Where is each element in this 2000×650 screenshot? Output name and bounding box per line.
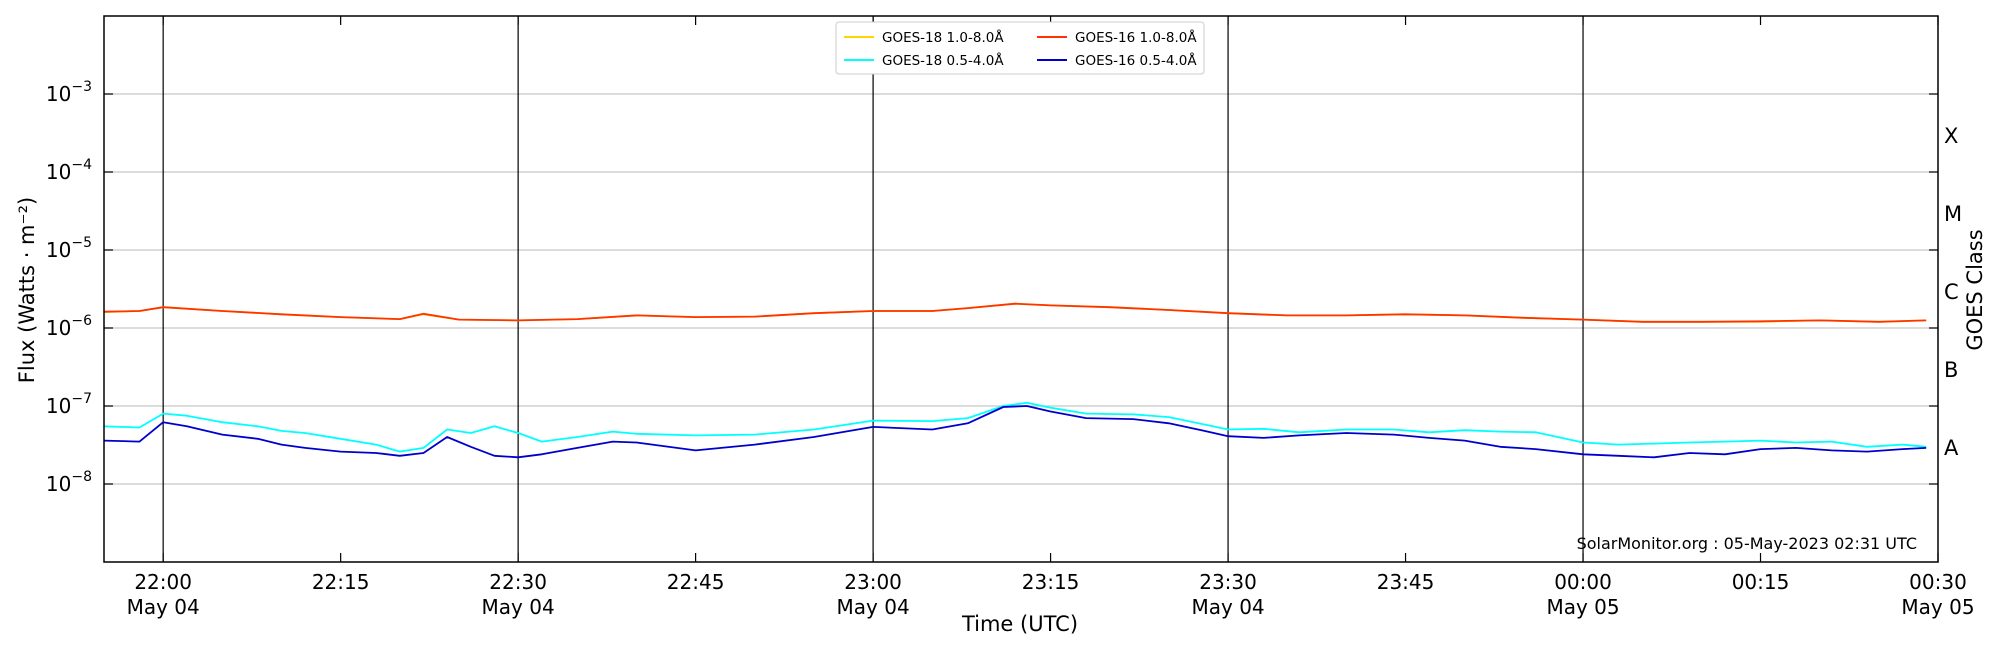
x-tick-label: 23:45 [1377, 570, 1435, 594]
y-tick-label-base: 10 [46, 238, 71, 262]
legend-label: GOES-18 1.0-8.0Å [882, 29, 1004, 46]
legend-label: GOES-16 1.0-8.0Å [1075, 29, 1197, 46]
y-axis-ticks: 10−810−710−610−510−410−3 [46, 79, 1938, 496]
x-tick-label: 22:45 [667, 570, 725, 594]
y-tick-label-exponent: −8 [71, 469, 92, 485]
y-axis-label-right: GOES Class [1963, 229, 1987, 350]
series-line [104, 405, 1927, 459]
y-tick-label-base: 10 [46, 472, 71, 496]
y-tick-label: 10−7 [46, 391, 92, 418]
y-tick-label-exponent: −3 [71, 79, 92, 95]
goes-class-label: B [1944, 358, 1958, 382]
x-tick-label: 00:15 [1732, 570, 1790, 594]
y-axis-label: Flux (Watts · m⁻²) [15, 197, 39, 383]
y-tick-label-exponent: −4 [71, 157, 92, 173]
x-tick-date-label: May 04 [127, 595, 200, 619]
x-tick-label: 22:30 [489, 570, 547, 594]
y-tick-label-base: 10 [46, 394, 71, 418]
goes-class-label: A [1944, 436, 1959, 460]
series-layer [104, 302, 1927, 459]
x-tick-label: 22:15 [312, 570, 370, 594]
y-tick-label-exponent: −6 [71, 313, 92, 329]
legend-label: GOES-16 0.5-4.0Å [1075, 52, 1197, 69]
x-tick-label: 22:00 [134, 570, 192, 594]
goes-class-label: X [1944, 124, 1958, 148]
x-tick-label: 23:30 [1199, 570, 1257, 594]
plot-frame [103, 15, 1939, 563]
grid-layer [104, 16, 1938, 562]
y-tick-label-base: 10 [46, 160, 71, 184]
x-axis-label: Time (UTC) [961, 612, 1078, 636]
x-tick-label: 00:30 [1909, 570, 1967, 594]
y-tick-label: 10−3 [46, 79, 92, 106]
y-tick-label-base: 10 [46, 316, 71, 340]
y-tick-label: 10−6 [46, 313, 92, 340]
y-tick-label-base: 10 [46, 82, 71, 106]
goes-class-label: M [1944, 202, 1962, 226]
y-tick-label: 10−4 [46, 157, 92, 184]
x-tick-date-label: May 04 [837, 595, 910, 619]
x-tick-date-label: May 04 [1191, 595, 1264, 619]
x-tick-label: 23:00 [844, 570, 902, 594]
y-tick-label-exponent: −7 [71, 391, 92, 407]
x-tick-date-label: May 04 [482, 595, 555, 619]
y-tick-label: 10−5 [46, 235, 92, 262]
goes-class-label: C [1944, 280, 1959, 304]
y-tick-label-exponent: −5 [71, 235, 92, 251]
goes-class-labels: A B C M X [1944, 124, 1962, 460]
y-tick-label: 10−8 [46, 469, 92, 496]
legend-label: GOES-18 0.5-4.0Å [882, 52, 1004, 69]
legend-box [835, 21, 1205, 75]
x-tick-label: 23:15 [1022, 570, 1080, 594]
x-tick-date-label: May 05 [1901, 595, 1974, 619]
series-line [104, 302, 1927, 323]
series-line [104, 401, 1927, 453]
watermark: SolarMonitor.org : 05-May-2023 02:31 UTC [1577, 534, 1917, 553]
x-tick-date-label: May 05 [1546, 595, 1619, 619]
frame-layer [103, 15, 1939, 563]
x-tick-label: 00:00 [1554, 570, 1612, 594]
legend: GOES-18 1.0-8.0Å GOES-18 0.5-4.0Å GOES-16 … [835, 21, 1205, 75]
